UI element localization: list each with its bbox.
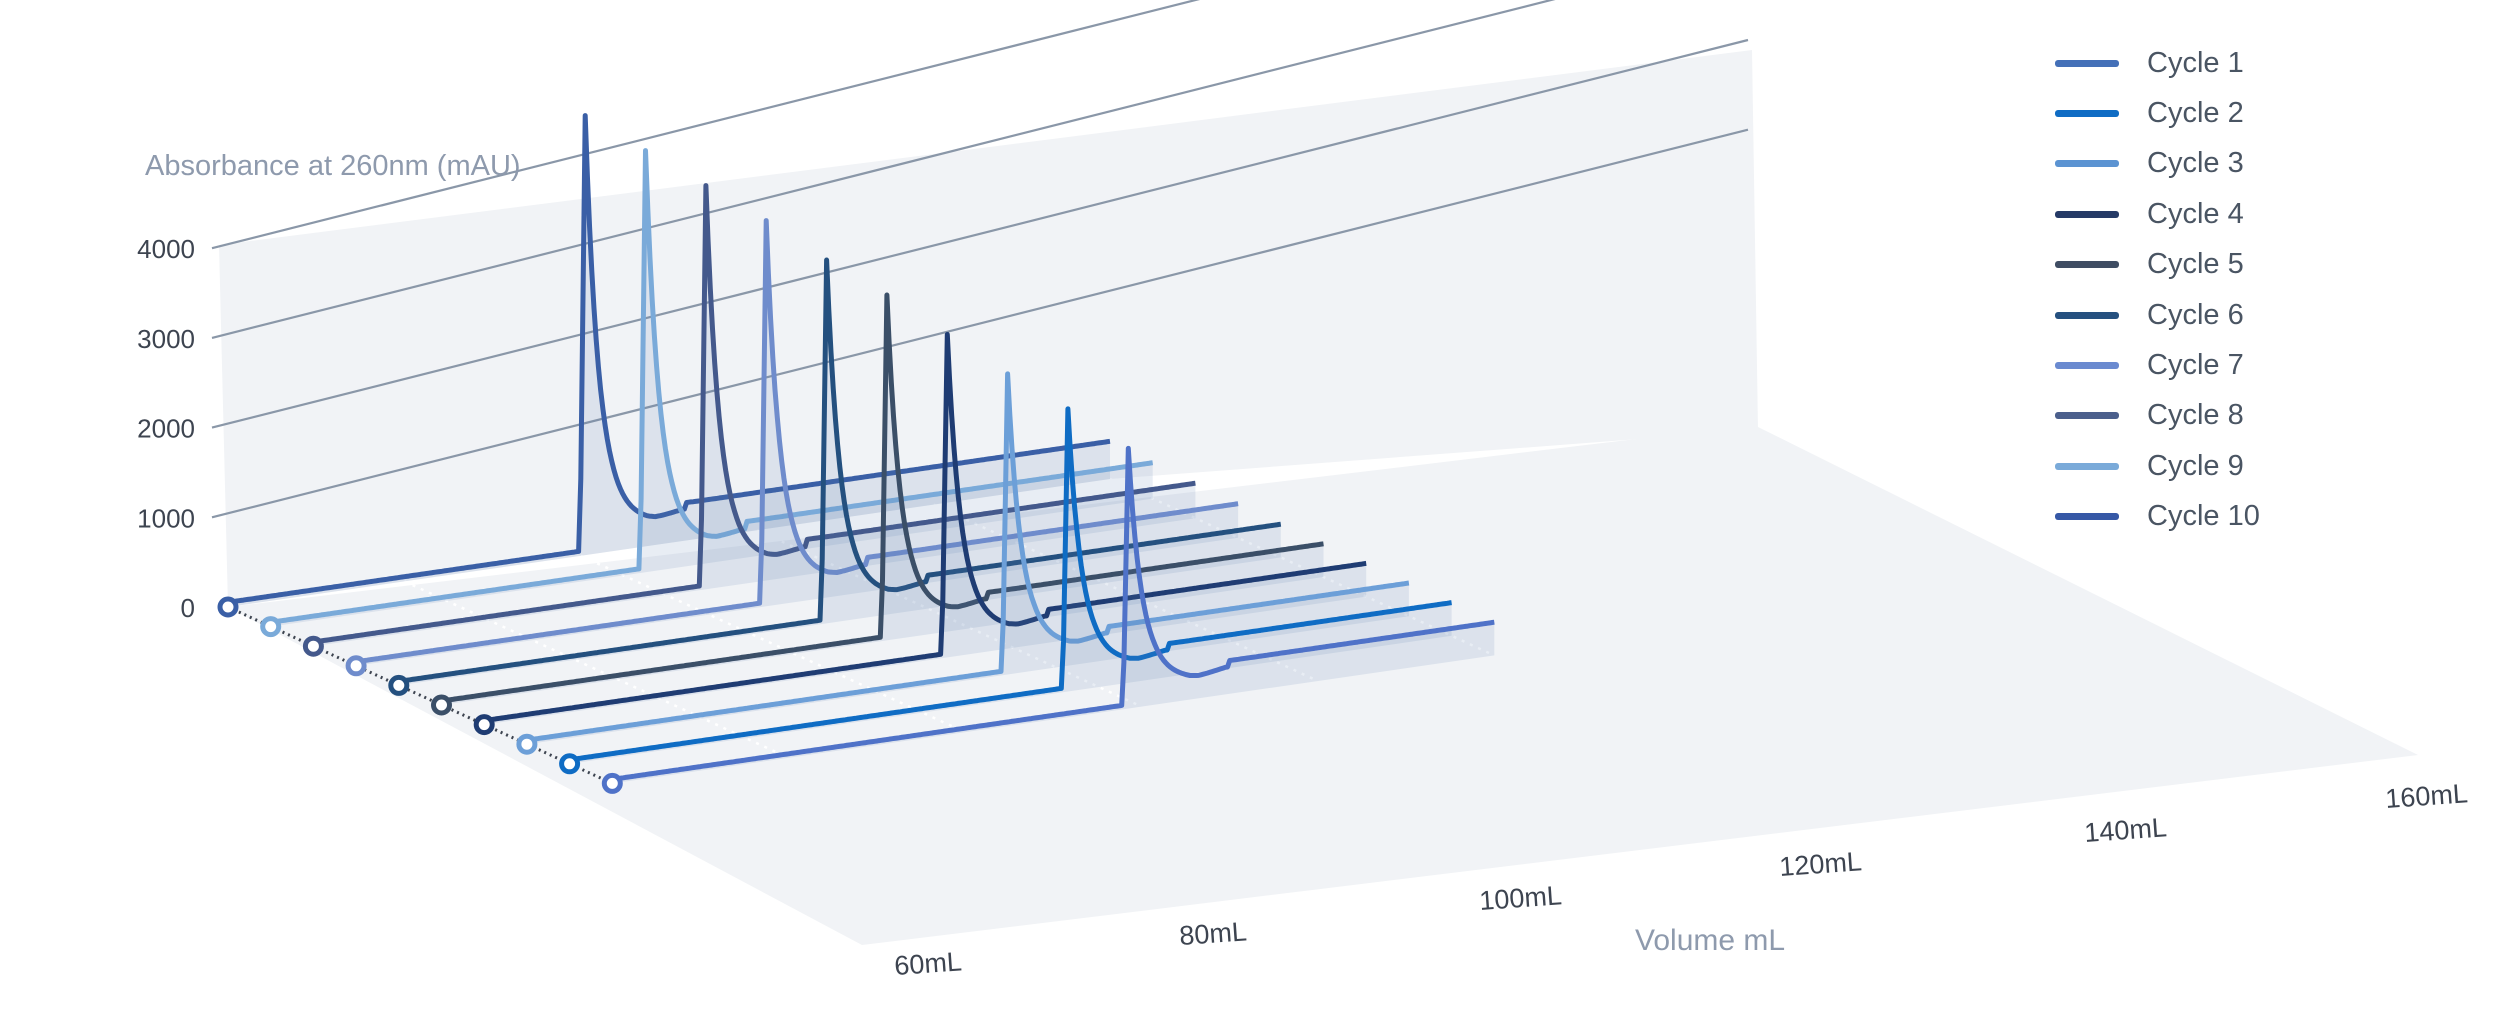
legend-item: Cycle 10 bbox=[2055, 492, 2260, 542]
series-line bbox=[355, 218, 1239, 665]
series-line bbox=[483, 332, 1367, 724]
gridline bbox=[211, 38, 1749, 429]
y-tick-label: 0 bbox=[181, 593, 195, 623]
y-tick-label: 2000 bbox=[137, 414, 195, 444]
series-area bbox=[270, 150, 1153, 627]
legend-item: Cycle 7 bbox=[2055, 340, 2260, 390]
legend-label: Cycle 10 bbox=[2147, 500, 2260, 533]
x-tick-label: 120mL bbox=[1778, 846, 1862, 882]
series-line bbox=[611, 445, 1495, 782]
volume-gridline bbox=[1109, 477, 1495, 657]
y-tick-label: 1000 bbox=[137, 503, 195, 533]
legend-label: Cycle 6 bbox=[2147, 298, 2244, 331]
legend-item: Cycle 8 bbox=[2055, 391, 2260, 441]
x-axis-title: Volume mL bbox=[1635, 924, 1785, 957]
gridline bbox=[211, 0, 1201, 250]
legend-item: Cycle 4 bbox=[2055, 189, 2260, 239]
legend-swatch bbox=[2055, 160, 2119, 168]
legend-label: Cycle 5 bbox=[2147, 248, 2244, 281]
series-marker bbox=[302, 635, 324, 657]
legend-label: Cycle 8 bbox=[2147, 399, 2244, 432]
series-layer bbox=[217, 113, 1495, 794]
legend-swatch bbox=[2055, 110, 2119, 118]
series-marker bbox=[345, 655, 367, 677]
legend-label: Cycle 2 bbox=[2147, 97, 2244, 130]
legend-label: Cycle 4 bbox=[2147, 197, 2244, 230]
legend-item: Cycle 6 bbox=[2055, 290, 2260, 340]
legend-item: Cycle 9 bbox=[2055, 441, 2260, 491]
back-wall: 0 1000 2000 3000 4000 bbox=[137, 0, 1758, 623]
series-marker bbox=[388, 674, 410, 696]
series-marker bbox=[559, 753, 581, 775]
x-tick-label: 160mL bbox=[2384, 778, 2468, 814]
volume-gridline bbox=[580, 554, 966, 734]
series-marker bbox=[431, 694, 452, 716]
legend-swatch bbox=[2055, 59, 2119, 67]
y-tick-label: 4000 bbox=[137, 234, 195, 264]
series-area bbox=[313, 185, 1196, 647]
series-marker bbox=[217, 596, 239, 618]
series-marker bbox=[516, 733, 538, 755]
legend-item: Cycle 1 bbox=[2055, 38, 2260, 88]
legend-label: Cycle 9 bbox=[2147, 449, 2244, 482]
series-marker bbox=[473, 714, 495, 736]
series-marker bbox=[260, 616, 282, 638]
series-area bbox=[228, 115, 1110, 607]
legend-swatch bbox=[2055, 261, 2119, 269]
volume-gridline bbox=[933, 503, 1319, 683]
legend-label: Cycle 7 bbox=[2147, 349, 2244, 382]
legend: Cycle 1 Cycle 2 Cycle 3 Cycle 4 Cycle 5 Cycle… bbox=[2055, 38, 2260, 542]
series-line bbox=[569, 406, 1452, 763]
gridline bbox=[211, 0, 1556, 339]
legend-label: Cycle 3 bbox=[2147, 147, 2244, 180]
legend-swatch bbox=[2055, 513, 2119, 521]
legend-swatch bbox=[2055, 462, 2119, 470]
legend-label: Cycle 1 bbox=[2147, 46, 2244, 79]
y-tick-label: 3000 bbox=[137, 324, 195, 354]
back-wall-panel bbox=[219, 50, 1758, 607]
y-axis-title: Absorbance at 260nm (mAU) bbox=[145, 150, 521, 182]
series-area bbox=[356, 220, 1239, 666]
x-tick-label: 100mL bbox=[1478, 880, 1562, 916]
series-area bbox=[484, 334, 1367, 725]
series-marker bbox=[601, 772, 623, 794]
series-line bbox=[313, 183, 1196, 645]
x-tick-label: 60mL bbox=[893, 946, 962, 981]
series-line bbox=[227, 113, 1111, 605]
legend-swatch bbox=[2055, 311, 2119, 319]
legend-item: Cycle 5 bbox=[2055, 240, 2260, 290]
legend-swatch bbox=[2055, 362, 2119, 370]
legend-swatch bbox=[2055, 412, 2119, 420]
gridline bbox=[211, 128, 1749, 519]
axis-labels: Absorbance at 260nm (mAU) Volume mL 60mL… bbox=[145, 150, 2469, 981]
x-tick-label: 80mL bbox=[1178, 916, 1247, 951]
series-line bbox=[526, 371, 1410, 743]
legend-swatch bbox=[2055, 210, 2119, 218]
series-line bbox=[441, 292, 1324, 704]
legend-item: Cycle 3 bbox=[2055, 139, 2260, 189]
legend-item: Cycle 2 bbox=[2055, 88, 2260, 138]
volume-gridline bbox=[403, 580, 790, 759]
depth-axis bbox=[227, 605, 613, 785]
volume-gridline bbox=[756, 529, 1143, 708]
x-tick-label: 140mL bbox=[2083, 812, 2167, 848]
